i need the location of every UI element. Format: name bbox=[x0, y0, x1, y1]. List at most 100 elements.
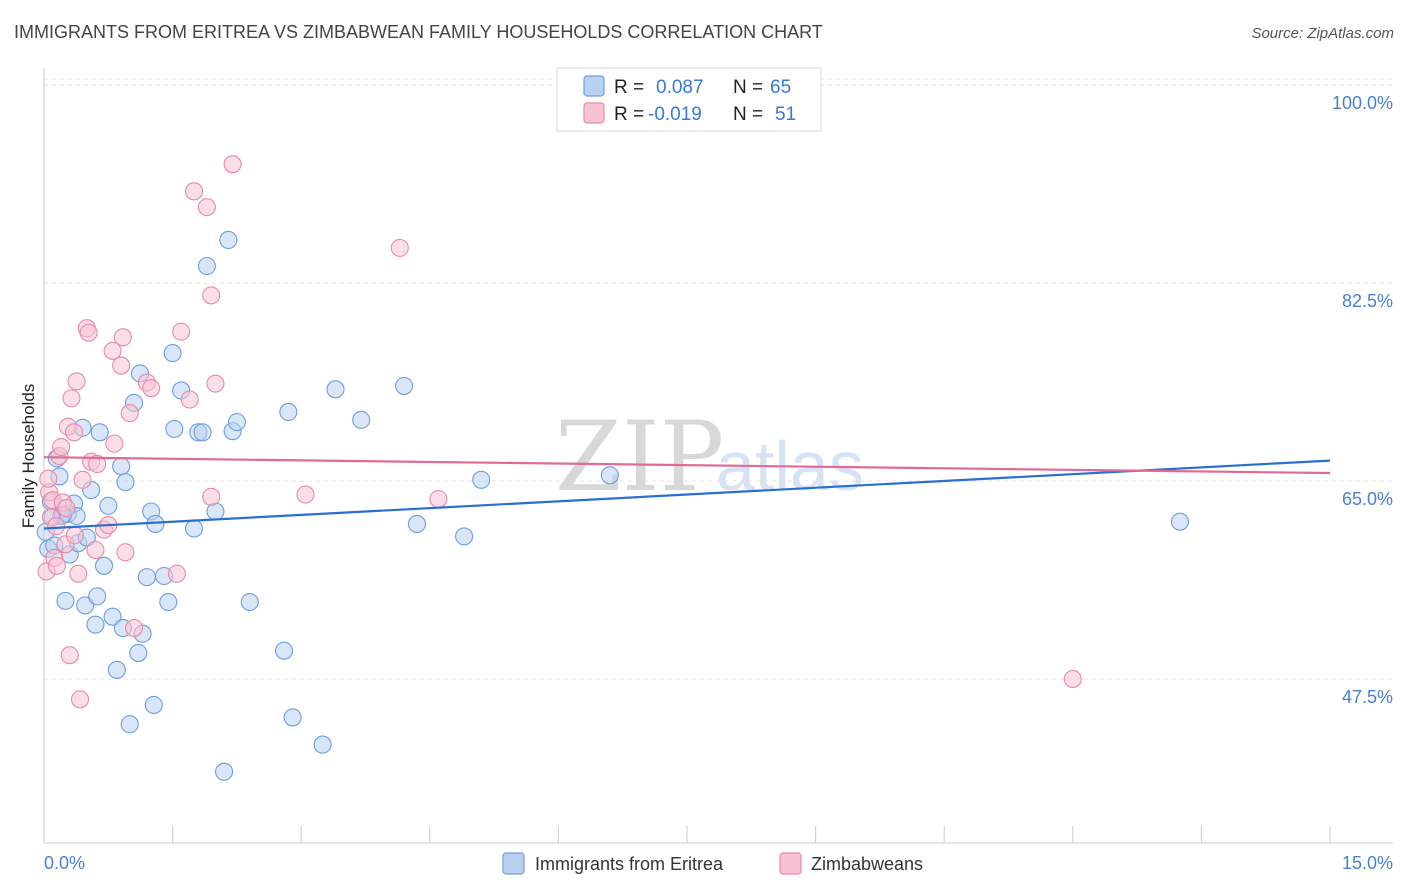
data-point-blue bbox=[99, 496, 118, 515]
data-point-pink bbox=[39, 469, 58, 488]
data-point-pink bbox=[113, 328, 132, 347]
data-point-blue bbox=[112, 457, 131, 476]
data-point-blue bbox=[313, 735, 332, 754]
legend-n-value-pink: 51 bbox=[775, 104, 796, 125]
data-point-blue bbox=[352, 410, 371, 429]
legend-n-label-pink: N = bbox=[733, 104, 763, 125]
data-point-blue bbox=[279, 402, 298, 421]
legend-r-label-pink: R = bbox=[614, 104, 644, 125]
data-point-blue bbox=[395, 376, 414, 395]
data-point-pink bbox=[64, 423, 84, 442]
legend-swatch-blue bbox=[583, 75, 605, 97]
data-point-blue bbox=[600, 466, 619, 485]
gridlines bbox=[44, 78, 1393, 680]
data-point-pink bbox=[223, 155, 242, 174]
data-point-blue bbox=[116, 473, 135, 492]
data-point-blue bbox=[86, 615, 105, 634]
data-point-pink bbox=[202, 286, 221, 305]
data-point-pink bbox=[184, 182, 204, 201]
data-point-pink bbox=[52, 437, 71, 457]
y-tick-label: 65.0% bbox=[1342, 489, 1393, 509]
y-axis-label: Family Households bbox=[19, 384, 38, 529]
trend-line-pink bbox=[43, 456, 1331, 475]
y-tick-label: 47.5% bbox=[1342, 687, 1393, 707]
legend-r-value-blue: 0.087 bbox=[656, 77, 704, 98]
series-zimbabwe-points bbox=[37, 155, 1082, 709]
data-point-pink bbox=[172, 322, 191, 341]
data-point-pink bbox=[142, 379, 161, 398]
data-point-pink bbox=[103, 341, 122, 360]
data-point-pink bbox=[105, 434, 124, 453]
data-point-blue bbox=[193, 423, 212, 442]
x-tick-marks bbox=[43, 826, 1331, 843]
legend-n-value-blue: 65 bbox=[770, 77, 791, 98]
y-tick-label: 100.0% bbox=[1332, 93, 1393, 113]
bottom-legend: Immigrants from Eritrea Zimbabweans bbox=[502, 852, 923, 875]
legend-n-label-blue: N = bbox=[733, 77, 763, 98]
data-point-pink bbox=[296, 485, 315, 504]
data-point-pink bbox=[116, 543, 135, 562]
data-point-pink bbox=[73, 470, 92, 489]
data-point-pink bbox=[1063, 669, 1082, 688]
data-point-blue bbox=[197, 256, 216, 276]
data-point-pink bbox=[390, 238, 409, 257]
data-point-blue bbox=[455, 527, 474, 546]
data-point-blue bbox=[76, 596, 95, 615]
data-point-pink bbox=[60, 646, 79, 665]
chart-title: IMMIGRANTS FROM ERITREA VS ZIMBABWEAN FA… bbox=[14, 22, 823, 42]
data-point-blue bbox=[88, 587, 107, 606]
data-point-pink bbox=[86, 540, 105, 560]
bottom-legend-label-pink: Zimbabweans bbox=[811, 854, 923, 874]
data-point-pink bbox=[46, 517, 66, 536]
data-point-pink bbox=[112, 356, 131, 375]
data-point-pink bbox=[124, 618, 144, 638]
data-point-blue bbox=[129, 643, 148, 662]
x-tick-label-min: 0.0% bbox=[44, 853, 85, 873]
data-point-blue bbox=[159, 592, 178, 612]
data-point-blue bbox=[184, 519, 204, 538]
data-point-blue bbox=[1170, 512, 1190, 531]
data-point-blue bbox=[144, 695, 163, 715]
data-point-blue bbox=[472, 470, 491, 489]
data-point-pink bbox=[88, 454, 107, 474]
y-tick-labels: 47.5% 65.0% 82.5% 100.0% bbox=[1332, 93, 1393, 707]
legend-r-value-pink: -0.019 bbox=[648, 104, 702, 125]
bottom-legend-swatch-blue bbox=[502, 852, 525, 875]
trend-lines bbox=[43, 456, 1331, 530]
data-point-blue bbox=[120, 715, 139, 734]
data-point-blue bbox=[165, 419, 184, 438]
data-point-pink bbox=[202, 487, 221, 506]
data-point-blue bbox=[107, 660, 126, 679]
x-tick-label-max: 15.0% bbox=[1342, 853, 1393, 873]
bottom-legend-swatch-pink bbox=[779, 852, 802, 875]
data-point-pink bbox=[65, 526, 84, 545]
legend: R = 0.087 N = 65 R = -0.019 N = 51 bbox=[556, 67, 822, 132]
data-point-pink bbox=[62, 389, 81, 408]
data-point-blue bbox=[227, 413, 246, 432]
data-point-pink bbox=[206, 374, 225, 393]
data-point-blue bbox=[103, 607, 122, 626]
data-point-pink bbox=[180, 390, 199, 409]
data-point-pink bbox=[70, 690, 90, 709]
data-point-pink bbox=[67, 372, 86, 391]
data-point-pink bbox=[120, 404, 139, 423]
data-point-pink bbox=[47, 556, 66, 575]
data-point-blue bbox=[137, 568, 156, 587]
data-point-blue bbox=[90, 423, 109, 442]
data-point-pink bbox=[57, 499, 76, 518]
legend-swatch-pink bbox=[583, 102, 605, 124]
y-tick-label: 82.5% bbox=[1342, 291, 1393, 311]
data-point-blue bbox=[219, 230, 238, 250]
data-point-pink bbox=[79, 323, 98, 342]
data-point-blue bbox=[214, 762, 234, 781]
data-point-blue bbox=[163, 344, 182, 363]
trend-line-blue bbox=[43, 459, 1331, 530]
data-point-pink bbox=[167, 564, 186, 583]
data-point-blue bbox=[326, 380, 345, 399]
data-point-blue bbox=[283, 708, 302, 727]
data-point-blue bbox=[275, 641, 294, 660]
data-point-pink bbox=[69, 564, 88, 583]
data-point-blue bbox=[56, 591, 75, 610]
data-point-blue bbox=[407, 514, 426, 533]
